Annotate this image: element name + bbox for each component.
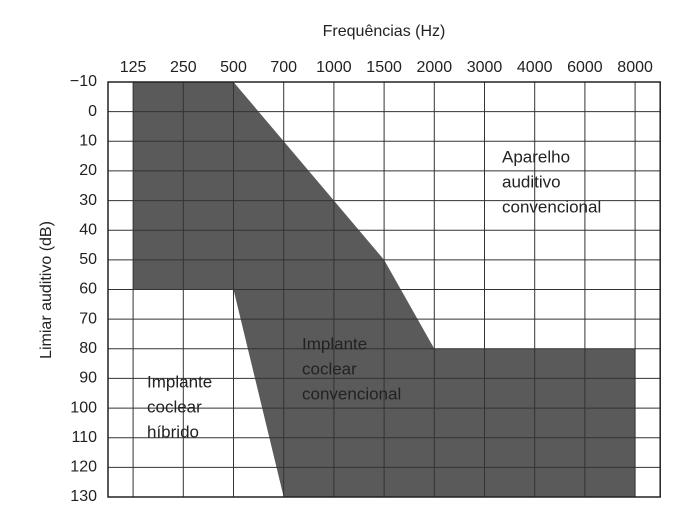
y-tick-label: 70	[79, 310, 97, 327]
annotation: Implante	[302, 334, 367, 353]
plot-border	[107, 81, 661, 498]
annotation: auditivo	[502, 172, 561, 191]
y-tick-label: 0	[88, 103, 97, 120]
y-tick-label: 50	[79, 251, 97, 268]
y-tick-label: 40	[79, 221, 97, 238]
x-tick-label: 125	[120, 59, 147, 76]
x-tick-label: 1000	[316, 59, 352, 76]
y-tick-label: 120	[70, 459, 97, 476]
x-tick-label: 8000	[617, 59, 653, 76]
annotation: híbrido	[147, 422, 199, 441]
x-tick-label: 700	[270, 59, 297, 76]
x-tick-label: 6000	[567, 59, 603, 76]
y-tick-label: 80	[79, 340, 97, 357]
y-tick-label: 10	[79, 133, 97, 150]
x-tick-label: 3000	[467, 59, 503, 76]
y-tick-label: 60	[79, 281, 97, 298]
annotation: coclear	[302, 359, 357, 378]
y-tick-label: 130	[70, 488, 97, 505]
y-tick-label: 20	[79, 162, 97, 179]
annotation: Implante	[147, 372, 212, 391]
y-tick-label: 100	[70, 399, 97, 416]
annotation: convencional	[302, 384, 401, 403]
annotation: coclear	[147, 397, 202, 416]
y-axis-title: Limiar auditivo (dB)	[38, 221, 55, 359]
y-tick-label: 110	[71, 429, 97, 446]
x-axis-title: Frequências (Hz)	[323, 23, 446, 40]
y-tick-label: 90	[79, 370, 97, 387]
annotation: Aparelho	[502, 147, 570, 166]
y-tick-label: −10	[70, 73, 97, 90]
y-tick-label: 30	[79, 192, 97, 209]
x-tick-label: 500	[220, 59, 247, 76]
x-tick-label: 250	[170, 59, 197, 76]
annotation: convencional	[502, 197, 601, 216]
x-tick-label: 2000	[417, 59, 453, 76]
x-tick-label: 1500	[366, 59, 402, 76]
x-tick-label: 4000	[517, 59, 553, 76]
